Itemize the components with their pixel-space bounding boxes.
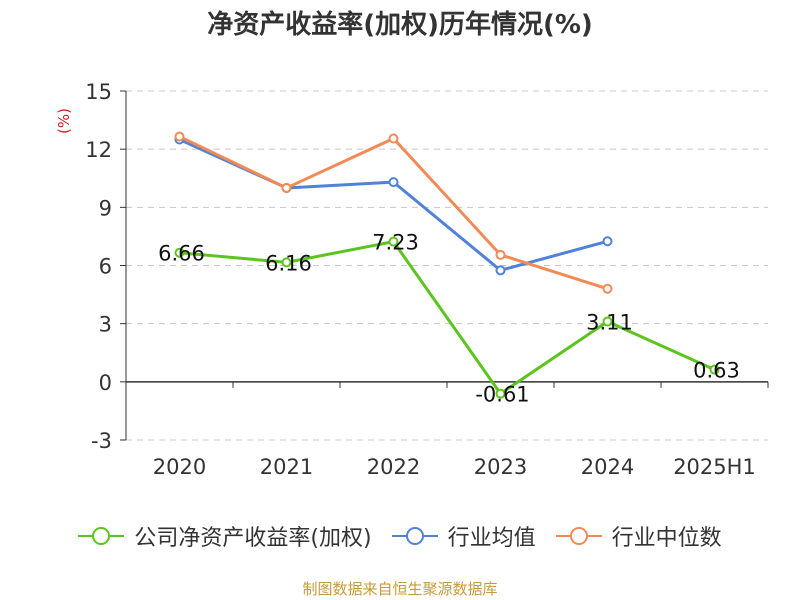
y-tick-label: 6 <box>99 255 112 279</box>
y-tick-label: -3 <box>91 429 112 453</box>
data-point <box>388 133 399 144</box>
data-point <box>495 265 506 276</box>
data-point <box>281 257 292 268</box>
x-tick-label: 2020 <box>153 455 206 479</box>
x-tick-label: 2025H1 <box>673 455 756 479</box>
legend-label: 行业均值 <box>447 526 536 551</box>
data-point <box>709 364 720 375</box>
data-label: 6.66 <box>158 242 205 266</box>
x-tick-label: 2022 <box>367 455 420 479</box>
data-point <box>495 388 506 399</box>
legend: 公司净资产收益率(加权) 行业均值 行业中位数 <box>0 520 800 552</box>
data-point <box>281 182 292 193</box>
data-label: 6.16 <box>265 251 312 275</box>
data-point <box>388 236 399 247</box>
y-tick-label: 3 <box>99 313 112 337</box>
data-label: -0.61 <box>475 383 529 407</box>
data-point <box>602 283 613 294</box>
x-tick-label: 2024 <box>581 455 634 479</box>
legend-line-marker-icon <box>78 527 125 545</box>
legend-line-marker-icon <box>555 527 602 545</box>
legend-item-company[interactable]: 公司净资产收益率(加权) <box>78 520 372 552</box>
legend-line-marker-icon <box>391 527 438 545</box>
y-tick-label: 15 <box>85 80 112 104</box>
legend-item-industry-mean[interactable]: 行业均值 <box>391 520 536 552</box>
series-line <box>179 240 716 396</box>
data-point <box>174 247 185 258</box>
y-tick-label: 12 <box>85 138 112 162</box>
chart-title: 净资产收益率(加权)历年情况(%) <box>207 10 593 40</box>
legend-label: 公司净资产收益率(加权) <box>134 526 372 551</box>
data-label: 0.63 <box>693 359 740 383</box>
x-tick-label: 2021 <box>260 455 313 479</box>
data-source-note: 制图数据来自恒生聚源数据库 <box>302 580 498 598</box>
data-label: 3.11 <box>586 311 633 335</box>
data-label: 7.23 <box>372 231 419 255</box>
legend-item-industry-median[interactable]: 行业中位数 <box>555 520 722 552</box>
data-point <box>174 131 185 142</box>
data-point <box>388 177 399 188</box>
y-tick-label: 0 <box>99 371 112 395</box>
legend-label: 行业中位数 <box>611 526 722 551</box>
y-tick-label: 9 <box>99 196 112 220</box>
data-point <box>602 316 613 327</box>
x-tick-label: 2023 <box>474 455 527 479</box>
data-point <box>602 236 613 247</box>
data-point <box>495 249 506 260</box>
